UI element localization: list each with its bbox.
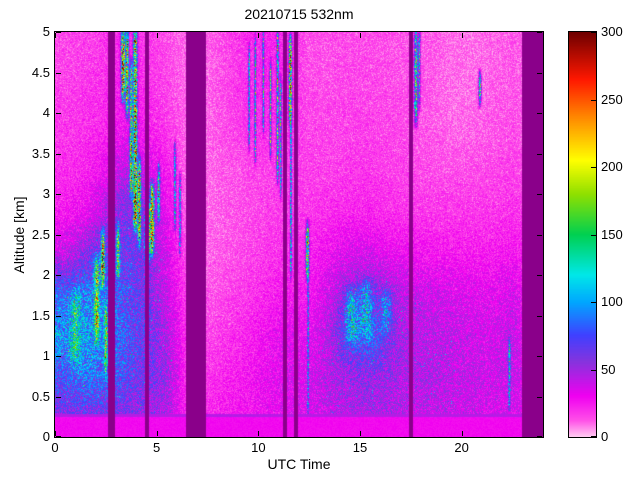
y-tick-mark: [537, 32, 542, 33]
colorbar-tick-mark: [591, 100, 596, 101]
x-tick-label: 5: [153, 440, 161, 455]
y-tick-label: 2.5: [31, 226, 50, 242]
x-tick-mark: [462, 431, 463, 436]
y-tick-mark: [56, 436, 61, 437]
colorbar-tick-mark: [591, 32, 596, 33]
y-tick-mark: [56, 113, 61, 114]
plot-title: 20210715 532nm: [244, 6, 354, 22]
x-tick-label: 20: [454, 440, 469, 455]
colorbar-tick-mark: [591, 302, 596, 303]
colorbar-tick-mark: [591, 436, 596, 437]
x-tick-mark: [258, 33, 259, 38]
y-tick-mark: [537, 73, 542, 74]
y-tick-mark: [56, 154, 61, 155]
x-tick-mark: [55, 33, 56, 38]
x-tick-mark: [157, 33, 158, 38]
y-tick-mark: [56, 275, 61, 276]
y-tick-label: 0: [42, 429, 50, 444]
y-tick-label: 2: [42, 267, 50, 282]
colorbar-tick-mark: [591, 167, 596, 168]
y-tick-label: 4.5: [31, 64, 50, 80]
y-tick-label: 1: [42, 348, 50, 363]
y-tick-mark: [537, 194, 542, 195]
colorbar-canvas: [568, 31, 597, 438]
y-tick-mark: [56, 316, 61, 317]
y-tick-mark: [537, 436, 542, 437]
colorbar-tick-label: 250: [601, 91, 623, 107]
y-tick-mark: [537, 356, 542, 357]
colorbar-tick-label: 0: [601, 429, 609, 444]
y-tick-mark: [537, 235, 542, 236]
y-tick-mark: [56, 32, 61, 33]
y-tick-mark: [56, 356, 61, 357]
x-tick-mark: [55, 431, 56, 436]
y-tick-mark: [56, 73, 61, 74]
colorbar-tick-label: 200: [601, 159, 623, 174]
colorbar-tick-label: 150: [601, 226, 623, 242]
y-tick-label: 3: [42, 186, 50, 201]
x-tick-mark: [462, 33, 463, 38]
y-tick-label: 4: [42, 105, 50, 120]
x-tick-mark: [360, 431, 361, 436]
x-tick-mark: [157, 431, 158, 436]
y-tick-mark: [56, 235, 61, 236]
y-tick-label: 5: [42, 24, 50, 39]
y-tick-label: 3.5: [31, 145, 50, 161]
x-tick-mark: [258, 431, 259, 436]
heatmap-canvas: [54, 31, 544, 438]
colorbar-tick-mark: [591, 235, 596, 236]
y-tick-mark: [537, 397, 542, 398]
x-tick-mark: [360, 33, 361, 38]
colorbar-tick-label: 300: [601, 24, 623, 39]
x-tick-label: 10: [251, 440, 266, 455]
y-tick-mark: [56, 397, 61, 398]
colorbar-tick-label: 100: [601, 294, 623, 309]
y-tick-label: 1.5: [31, 307, 50, 323]
y-tick-mark: [537, 154, 542, 155]
colorbar-tick-mark: [591, 370, 596, 371]
colorbar-tick-label: 50: [601, 361, 616, 377]
y-tick-mark: [537, 113, 542, 114]
y-tick-mark: [537, 316, 542, 317]
x-tick-label: 15: [352, 440, 368, 455]
x-axis-label: UTC Time: [267, 456, 331, 472]
y-tick-label: 0.5: [31, 388, 50, 404]
y-tick-mark: [537, 275, 542, 276]
x-tick-label: 0: [51, 440, 59, 455]
y-tick-mark: [56, 194, 61, 195]
